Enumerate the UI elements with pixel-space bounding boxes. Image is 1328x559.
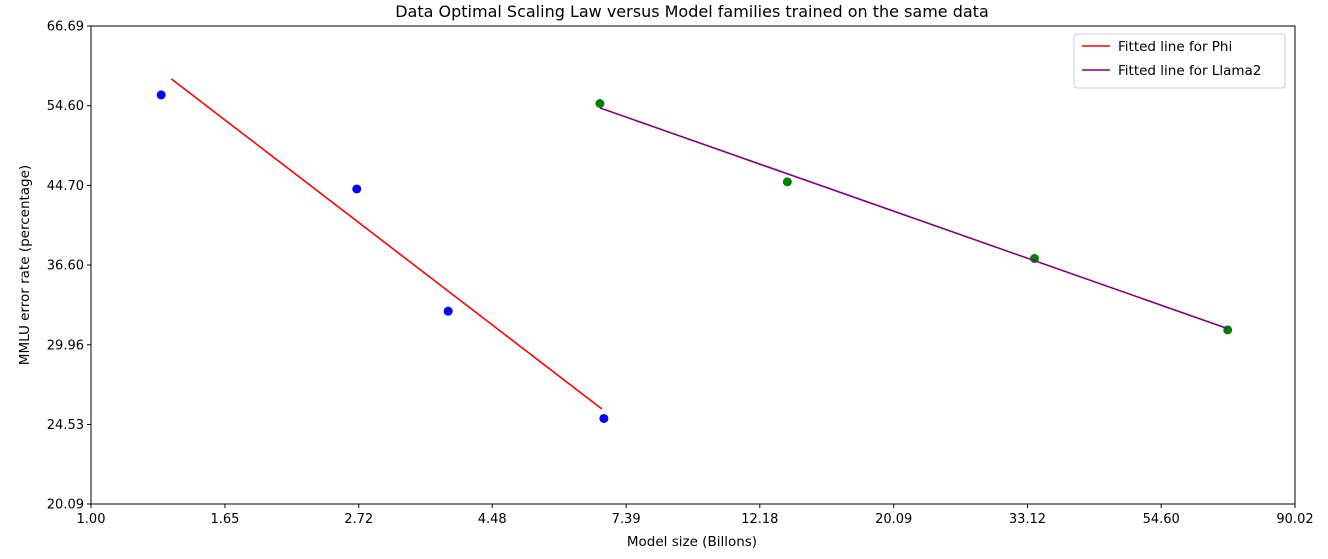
x-tick-label: 90.02 [1276, 512, 1313, 527]
y-tick-label: 36.60 [47, 259, 84, 274]
y-tick-label: 66.69 [47, 20, 84, 35]
data-point [352, 184, 362, 194]
x-tick-label: 33.12 [1009, 512, 1046, 527]
y-tick-label: 29.96 [47, 338, 84, 353]
legend: Fitted line for Phi Fitted line for Llama… [1073, 33, 1286, 89]
x-tick-label: 54.60 [1143, 512, 1180, 527]
x-tick-label: 12.18 [741, 512, 778, 527]
x-tick-label: 20.09 [875, 512, 912, 527]
plot-frame [90, 25, 1296, 505]
fitted-line-2 [170, 78, 603, 410]
y-tick-label: 24.53 [47, 418, 84, 433]
fitted-line-3 [599, 107, 1228, 330]
x-tick-label: 2.72 [344, 512, 373, 527]
data-point [443, 306, 453, 316]
legend-label: Fitted line for Phi [1118, 39, 1232, 55]
data-point [782, 177, 792, 187]
x-tick-label: 1.65 [211, 512, 240, 527]
x-tick-label: 7.39 [612, 512, 641, 527]
legend-box [1073, 33, 1286, 89]
chart-title: Data Optimal Scaling Law versus Model fa… [395, 2, 989, 21]
x-axis-label: Model size (Billons) [627, 534, 757, 550]
data-point [599, 413, 609, 423]
y-tick-label: 20.09 [47, 498, 84, 513]
legend-label: Fitted line for Llama2 [1118, 63, 1261, 79]
y-tick-label: 44.70 [47, 179, 84, 194]
x-tick-label: 4.48 [478, 512, 507, 527]
plot-area: 1.00 1.65 2.72 4.48 7.39 12.18 20.09 33.12 54.60… [47, 20, 1314, 528]
data-point [156, 90, 166, 100]
x-tick-label: 1.00 [77, 512, 106, 527]
data-point [595, 99, 605, 109]
y-tick-label: 54.60 [47, 99, 84, 114]
y-axis-label: MMLU error rate (percentage) [17, 165, 33, 365]
